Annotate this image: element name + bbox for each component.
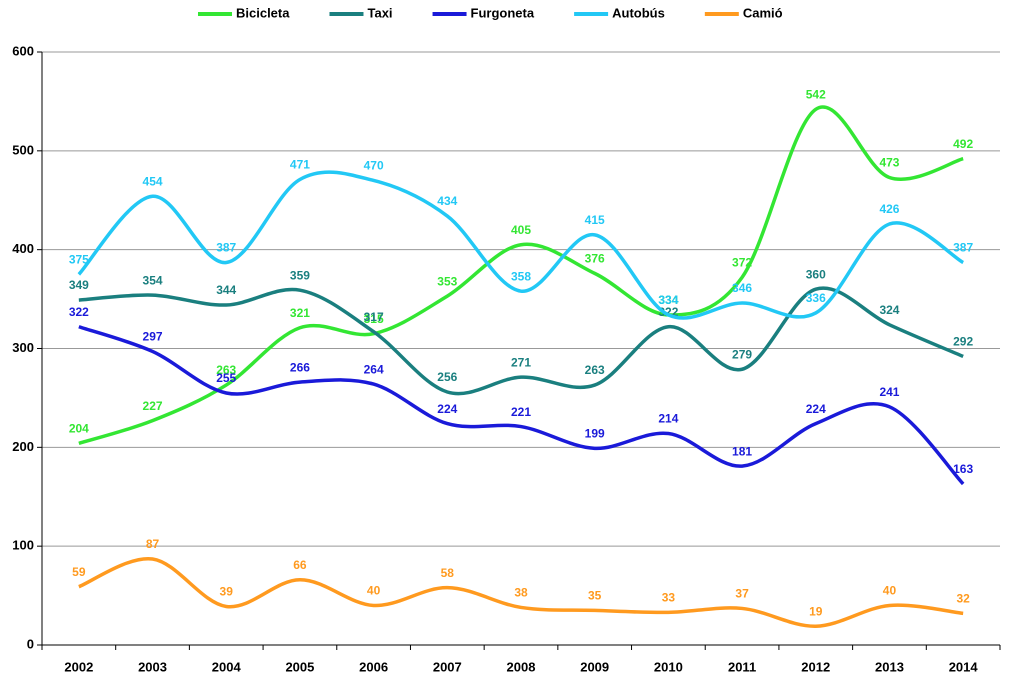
data-label: 473 xyxy=(879,156,899,170)
legend: Bicicleta Taxi Furgoneta Autobús Camió xyxy=(198,5,783,20)
y-tick-label: 500 xyxy=(12,142,34,157)
data-label: 181 xyxy=(732,444,752,458)
data-label: 264 xyxy=(364,362,384,376)
data-label: 224 xyxy=(806,402,826,416)
data-label: 214 xyxy=(658,412,678,426)
data-label: 279 xyxy=(732,347,752,361)
x-tick-label: 2014 xyxy=(949,659,979,674)
x-tick-label: 2012 xyxy=(801,659,830,674)
data-label: 387 xyxy=(953,241,973,255)
data-label: 40 xyxy=(367,584,381,598)
y-tick-label: 100 xyxy=(12,538,34,553)
series-line xyxy=(77,170,965,320)
data-label: 292 xyxy=(953,335,973,349)
data-label: 315 xyxy=(364,312,384,326)
data-label: 87 xyxy=(146,537,160,551)
legend-label: Camió xyxy=(743,5,783,20)
data-label: 263 xyxy=(585,363,605,377)
x-tick-label: 2008 xyxy=(507,659,536,674)
data-label: 415 xyxy=(585,213,605,227)
data-label: 37 xyxy=(735,587,749,601)
data-label: 263 xyxy=(216,363,236,377)
x-tick-label: 2010 xyxy=(654,659,683,674)
data-label: 372 xyxy=(732,256,752,270)
y-tick-label: 0 xyxy=(27,636,34,651)
data-label: 255 xyxy=(216,371,236,385)
data-label: 542 xyxy=(806,87,826,101)
y-tick-label: 600 xyxy=(12,43,34,58)
x-tick-label: 2005 xyxy=(285,659,314,674)
data-label: 492 xyxy=(953,137,973,151)
data-label: 40 xyxy=(883,584,897,598)
data-label: 221 xyxy=(511,405,531,419)
x-tick-label: 2002 xyxy=(64,659,93,674)
data-label: 471 xyxy=(290,158,310,172)
data-label: 346 xyxy=(732,281,752,295)
data-label: 266 xyxy=(290,360,310,374)
data-label: 66 xyxy=(293,558,307,572)
data-label: 470 xyxy=(364,159,384,173)
data-label: 204 xyxy=(69,422,89,436)
x-tick-label: 2003 xyxy=(138,659,167,674)
data-label: 39 xyxy=(220,585,234,599)
data-label: 317 xyxy=(364,310,384,324)
data-label: 387 xyxy=(216,241,236,255)
data-label: 321 xyxy=(290,306,310,320)
data-label: 359 xyxy=(290,268,310,282)
x-tick-label: 2009 xyxy=(580,659,609,674)
y-tick-label: 300 xyxy=(12,340,34,355)
data-label: 32 xyxy=(956,592,970,606)
legend-label: Bicicleta xyxy=(236,5,290,20)
legend-label: Taxi xyxy=(367,5,392,20)
data-label: 334 xyxy=(658,293,678,307)
y-tick-label: 400 xyxy=(12,241,34,256)
data-label: 426 xyxy=(879,202,899,216)
data-label: 376 xyxy=(585,252,605,266)
data-label: 354 xyxy=(143,273,163,287)
data-label: 353 xyxy=(437,274,457,288)
series-line xyxy=(78,325,965,486)
data-label: 58 xyxy=(441,566,455,580)
data-label: 199 xyxy=(585,426,605,440)
series-line xyxy=(78,105,964,446)
data-label: 33 xyxy=(662,591,676,605)
series-line xyxy=(78,557,964,628)
data-label: 297 xyxy=(143,330,163,344)
data-label: 256 xyxy=(437,370,457,384)
y-tick-label: 200 xyxy=(12,439,34,454)
data-label: 360 xyxy=(806,267,826,281)
data-label: 224 xyxy=(437,402,457,416)
data-label: 35 xyxy=(588,589,602,603)
data-label: 358 xyxy=(511,269,531,283)
legend-label: Furgoneta xyxy=(471,5,535,20)
data-label: 405 xyxy=(511,223,531,237)
data-label: 163 xyxy=(953,462,973,476)
data-label: 227 xyxy=(143,399,163,413)
data-label: 322 xyxy=(69,305,89,319)
data-label: 349 xyxy=(69,278,89,292)
data-label: 434 xyxy=(437,194,457,208)
data-label: 59 xyxy=(72,565,86,579)
x-tick-label: 2006 xyxy=(359,659,388,674)
data-label: 334 xyxy=(658,293,678,307)
x-tick-label: 2011 xyxy=(728,659,756,674)
data-label: 375 xyxy=(69,253,89,267)
data-label: 271 xyxy=(511,355,531,369)
x-tick-label: 2013 xyxy=(875,659,904,674)
data-label: 38 xyxy=(514,586,528,600)
data-label: 336 xyxy=(806,291,826,305)
series-line xyxy=(78,286,964,396)
data-label: 344 xyxy=(216,283,236,297)
legend-label: Autobús xyxy=(612,5,665,20)
data-label: 454 xyxy=(143,174,163,188)
x-tick-label: 2004 xyxy=(212,659,242,674)
data-label: 324 xyxy=(879,303,899,317)
data-label: 241 xyxy=(879,385,899,399)
data-label: 19 xyxy=(809,604,823,618)
x-tick-label: 2007 xyxy=(433,659,462,674)
